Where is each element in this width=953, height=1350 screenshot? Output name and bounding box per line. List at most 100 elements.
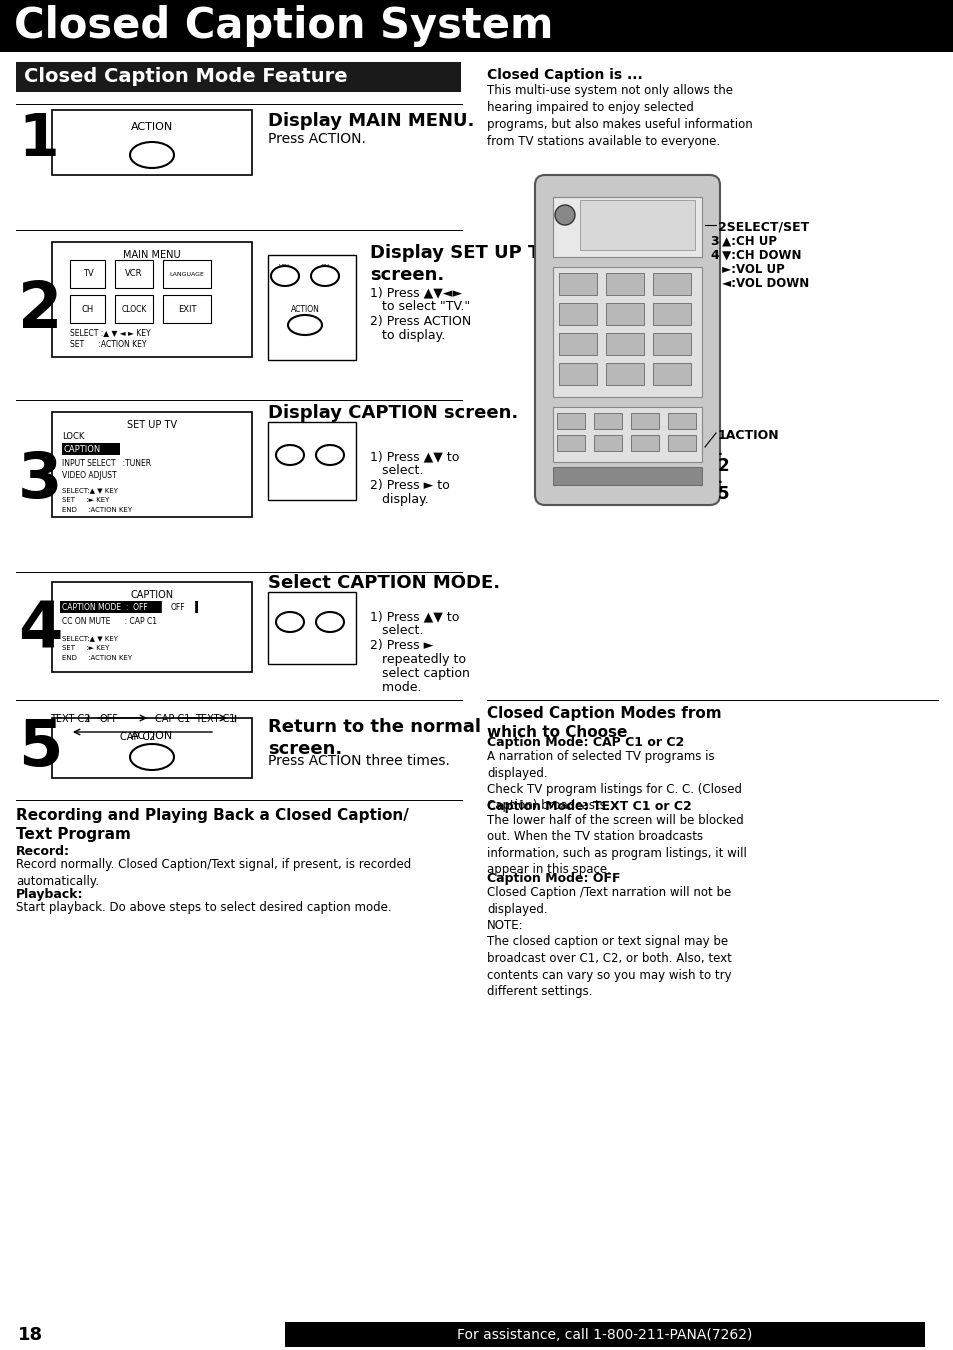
- Bar: [652, 302, 690, 325]
- Bar: [558, 363, 597, 385]
- Text: CAP C1: CAP C1: [154, 714, 191, 724]
- Text: 5: 5: [18, 717, 63, 779]
- Text: .: .: [718, 472, 722, 486]
- Ellipse shape: [275, 446, 304, 464]
- Bar: [652, 333, 690, 355]
- Text: 2) Press ►: 2) Press ►: [370, 639, 433, 652]
- Text: ►:VOL UP: ►:VOL UP: [718, 263, 784, 275]
- Bar: [579, 200, 695, 250]
- Bar: [553, 406, 701, 462]
- Text: 18: 18: [18, 1326, 43, 1345]
- Text: 1ACTION: 1ACTION: [718, 429, 779, 441]
- Bar: [52, 582, 252, 672]
- Text: Closed Caption Modes from
which to Choose: Closed Caption Modes from which to Choos…: [486, 706, 720, 740]
- Text: to select "TV.": to select "TV.": [370, 300, 470, 313]
- Bar: [558, 273, 597, 296]
- FancyBboxPatch shape: [535, 176, 720, 505]
- Bar: [162, 601, 193, 613]
- Ellipse shape: [130, 744, 173, 769]
- Text: For assistance, call 1-800-211-PANA(7262): For assistance, call 1-800-211-PANA(7262…: [456, 1328, 752, 1342]
- Bar: [605, 333, 643, 355]
- Text: VIDEO ADJUST: VIDEO ADJUST: [62, 471, 116, 481]
- Bar: [62, 443, 120, 455]
- Bar: [558, 333, 597, 355]
- Text: SELECT:▲ ▼ KEY: SELECT:▲ ▼ KEY: [62, 487, 118, 493]
- Text: Display MAIN MENU.: Display MAIN MENU.: [268, 112, 474, 130]
- Bar: [52, 718, 252, 778]
- Text: SET     :► KEY: SET :► KEY: [62, 497, 110, 504]
- Text: Closed Caption Mode Feature: Closed Caption Mode Feature: [24, 68, 347, 86]
- Bar: [115, 296, 152, 323]
- Text: CH: CH: [82, 305, 94, 313]
- Text: VCR: VCR: [125, 270, 143, 278]
- Text: CAPTION: CAPTION: [64, 444, 101, 454]
- Bar: [163, 296, 211, 323]
- Bar: [70, 296, 105, 323]
- Text: SELECT :▲ ▼ ◄ ► KEY: SELECT :▲ ▼ ◄ ► KEY: [70, 328, 151, 338]
- Text: to display.: to display.: [370, 329, 445, 342]
- Bar: [0, 1320, 953, 1350]
- Bar: [630, 435, 659, 451]
- Text: Start playback. Do above steps to select desired caption mode.: Start playback. Do above steps to select…: [16, 900, 392, 914]
- Bar: [553, 197, 701, 256]
- Text: LOCK: LOCK: [62, 432, 84, 441]
- Bar: [268, 255, 355, 360]
- Bar: [630, 413, 659, 429]
- Bar: [605, 273, 643, 296]
- Bar: [594, 413, 621, 429]
- Bar: [70, 261, 105, 288]
- Text: Caption Mode: CAP C1 or C2: Caption Mode: CAP C1 or C2: [486, 736, 683, 749]
- Text: Closed Caption is ...: Closed Caption is ...: [486, 68, 642, 82]
- Text: CLOCK: CLOCK: [121, 305, 147, 313]
- Text: TV: TV: [83, 270, 93, 278]
- Ellipse shape: [271, 266, 298, 286]
- Bar: [652, 363, 690, 385]
- Bar: [163, 261, 211, 288]
- Text: ▼:CH DOWN: ▼:CH DOWN: [718, 248, 801, 262]
- Bar: [558, 302, 597, 325]
- Text: 3: 3: [709, 235, 718, 248]
- Bar: [553, 467, 701, 485]
- Bar: [52, 242, 252, 356]
- Text: 1: 1: [18, 112, 58, 169]
- Text: 2SELECT/SET: 2SELECT/SET: [718, 221, 808, 234]
- Ellipse shape: [130, 142, 173, 167]
- Text: Display CAPTION screen.: Display CAPTION screen.: [268, 404, 517, 423]
- Text: Record:: Record:: [16, 845, 70, 859]
- Text: TEXT C2: TEXT C2: [50, 714, 91, 724]
- Text: .: .: [718, 446, 722, 458]
- Text: 1) Press ▲▼ to: 1) Press ▲▼ to: [370, 450, 459, 463]
- Text: repeatedly to: repeatedly to: [370, 653, 465, 666]
- Text: Closed Caption System: Closed Caption System: [14, 5, 553, 47]
- Text: CH: CH: [320, 265, 329, 269]
- Text: This multi-use system not only allows the
hearing impaired to enjoy selected
pro: This multi-use system not only allows th…: [486, 84, 752, 148]
- Text: Return to the normal
screen.: Return to the normal screen.: [268, 718, 480, 757]
- Text: Recording and Playing Back a Closed Caption/
Text Program: Recording and Playing Back a Closed Capt…: [16, 809, 409, 841]
- Bar: [268, 423, 355, 500]
- Text: OFF: OFF: [100, 714, 119, 724]
- Bar: [60, 601, 198, 613]
- Text: CAPTION MODE  :  OFF: CAPTION MODE : OFF: [62, 602, 148, 612]
- Text: The lower half of the screen will be blocked
out. When the TV station broadcasts: The lower half of the screen will be blo…: [486, 814, 746, 876]
- Text: A narration of selected TV programs is
displayed.
Check TV program listings for : A narration of selected TV programs is d…: [486, 751, 741, 813]
- Text: Caption Mode: TEXT C1 or C2: Caption Mode: TEXT C1 or C2: [486, 801, 691, 813]
- Text: 1) Press ▲▼ to: 1) Press ▲▼ to: [370, 610, 459, 622]
- Text: VOL: VOL: [278, 265, 291, 269]
- Text: ACTION: ACTION: [131, 730, 172, 741]
- Text: Press ACTION.: Press ACTION.: [268, 132, 366, 146]
- Text: END     :ACTION KEY: END :ACTION KEY: [62, 508, 132, 513]
- Text: SET     :► KEY: SET :► KEY: [62, 645, 110, 651]
- Bar: [16, 62, 460, 92]
- Text: Record normally. Closed Caption/Text signal, if present, is recorded
automatical: Record normally. Closed Caption/Text sig…: [16, 859, 411, 887]
- Text: CAPTION: CAPTION: [131, 590, 173, 599]
- Ellipse shape: [275, 612, 304, 632]
- Bar: [667, 435, 696, 451]
- Text: ◄:VOL DOWN: ◄:VOL DOWN: [718, 277, 808, 290]
- Bar: [667, 413, 696, 429]
- Text: 4: 4: [18, 599, 62, 662]
- Text: 4: 4: [709, 248, 718, 262]
- Text: Press ACTION three times.: Press ACTION three times.: [268, 755, 450, 768]
- Bar: [52, 109, 252, 176]
- Bar: [52, 412, 252, 517]
- Text: 2: 2: [18, 279, 62, 342]
